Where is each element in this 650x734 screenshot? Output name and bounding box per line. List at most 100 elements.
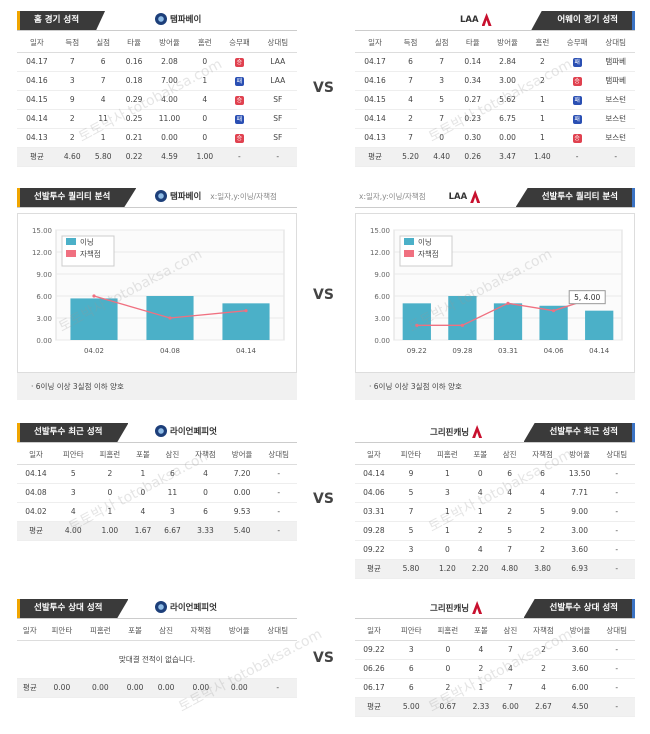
average-cell: 4.50 (561, 697, 599, 717)
rays-logo-icon (155, 425, 167, 437)
table-cell: 0 (429, 659, 467, 679)
recent-right-team: 그리핀캐닝 (430, 425, 483, 438)
column-header: 피홈런 (91, 445, 129, 465)
column-header: 일자 (355, 621, 393, 641)
table-row: 06.17 6 2 1 7 4 6.00- (355, 678, 635, 698)
table-cell: 03.31 (355, 502, 393, 522)
column-header: 삼진 (157, 445, 188, 465)
average-cell: 평균 (17, 678, 43, 698)
table-cell: 04.15 (355, 90, 395, 110)
table-cell: 4 (394, 90, 427, 110)
table-cell: 패 (220, 109, 259, 129)
y-tick-label: 3.00 (374, 315, 390, 323)
table-cell: LAA (258, 52, 297, 72)
table-cell: 04.02 (17, 502, 55, 522)
rays-logo-icon (155, 601, 167, 613)
point-earned-runs (415, 323, 419, 327)
table-cell: 4 (465, 540, 495, 560)
table-cell: 2 (526, 71, 558, 91)
table-cell: 04.14 (355, 464, 393, 484)
column-header: 타율 (118, 33, 150, 53)
table-cell: 0.00 (149, 128, 190, 148)
table-row: 04.17 6 7 0.14 2.84 2 패 탬파베 (355, 52, 635, 72)
table-cell: 04.17 (355, 52, 395, 72)
vs-label: VS (313, 491, 334, 507)
table-cell: 3 (392, 640, 430, 660)
table-cell: 1 (189, 71, 221, 91)
x-tick-label: 03.31 (498, 347, 518, 355)
table-cell: 1 (526, 109, 558, 129)
table-cell: 승 (557, 128, 597, 148)
average-cell: 평균 (17, 521, 55, 541)
loss-badge: 패 (572, 57, 582, 67)
table-cell: 4 (128, 502, 158, 522)
table-cell: 0 (189, 52, 221, 72)
column-header: 피홈런 (81, 621, 120, 641)
legend-swatch (66, 250, 76, 257)
column-header: 상대팀 (258, 621, 297, 641)
column-header: 실점 (87, 33, 119, 53)
table-row: 04.02 4 1 4 3 6 9.53- (17, 502, 297, 522)
average-row: 평균 5.80 1.20 2.20 4.80 3.80 6.93- (355, 559, 635, 579)
table-cell: 7 (56, 52, 88, 72)
recent-right-title: 선발투수 최근 성적 (523, 423, 635, 442)
loss-badge: 패 (234, 76, 244, 86)
average-cell: 0.00 (42, 678, 82, 698)
table-cell: 7.20 (223, 464, 261, 484)
table-cell: 04.17 (17, 52, 57, 72)
table-cell: 0 (128, 483, 158, 503)
table-row: 04.16 7 3 0.34 3.00 2 승 탬파베 (355, 71, 635, 91)
versus-left-table: 일자 피안타 피홈런 포볼 삼진 자책점 방어율 상대팀 맞대결 전적이 없습니다. 평균 0.00… (17, 621, 297, 698)
versus-right-table: 일자 피안타 피홈런 포볼 삼진 자책점 방어율 상대팀 09.22 3 0 4 7 2 3.60-06.2… (355, 621, 635, 717)
table-cell: 7 (87, 71, 119, 91)
vs-label: VS (313, 80, 334, 96)
column-header: 피안타 (42, 621, 82, 641)
average-cell: 평균 (17, 147, 57, 167)
table-cell: 4 (187, 464, 224, 484)
table-cell: 3 (429, 483, 466, 503)
bar-innings (402, 303, 431, 340)
column-header: 일자 (17, 445, 55, 465)
table-row: 09.22 3 0 4 7 2 3.60- (355, 640, 635, 660)
table-cell: 06.26 (355, 659, 393, 679)
column-header: 자책점 (181, 621, 221, 641)
column-header: 삼진 (495, 621, 526, 641)
table-cell: 2 (465, 521, 495, 541)
average-cell: 2.33 (466, 697, 496, 717)
table-cell: 7 (426, 109, 458, 129)
header-row: 일자 피안타 피홈런 포볼 삼진 자책점 방어율 상대팀 (17, 621, 297, 641)
header-row: 일자 피안타 피홈런 포볼 삼진 자책점 방어율 상대팀 (355, 445, 635, 465)
table-cell: SF (258, 128, 297, 148)
table-cell: 6 (524, 464, 561, 484)
table-cell: 2 (56, 109, 88, 129)
table-cell: 1 (87, 128, 119, 148)
column-header: 피홈런 (429, 621, 467, 641)
angels-logo-icon (472, 425, 483, 438)
table-cell: 4.00 (149, 90, 190, 110)
y-tick-label: 3.00 (36, 315, 52, 323)
table-cell: 04.14 (17, 464, 55, 484)
x-tick-label: 04.14 (589, 347, 610, 355)
table-cell: 11 (157, 483, 188, 503)
table-cell: 5 (426, 90, 458, 110)
table-cell: 3 (54, 483, 92, 503)
column-header: 피안타 (392, 621, 430, 641)
x-tick-label: 04.14 (236, 347, 257, 355)
column-header: 일자 (17, 33, 57, 53)
table-cell: 7 (394, 71, 427, 91)
table-cell: 9 (392, 464, 430, 484)
y-tick-label: 0.00 (36, 337, 52, 345)
column-header: 방어율 (560, 445, 599, 465)
column-header: 피안타 (54, 445, 92, 465)
table-cell: 5 (524, 502, 561, 522)
column-header: 피안타 (392, 445, 430, 465)
quality-left-note: · 6이닝 이상 3실점 이하 양호 (17, 373, 297, 400)
table-row: 04.14 9 1 0 6 6 13.50- (355, 464, 635, 484)
table-cell: 9 (56, 90, 88, 110)
table-cell: 탬파베 (596, 52, 635, 72)
win-badge: 승 (234, 57, 244, 67)
table-cell: 2 (525, 659, 562, 679)
average-cell: 4.80 (494, 559, 525, 579)
vs-label: VS (313, 650, 334, 666)
